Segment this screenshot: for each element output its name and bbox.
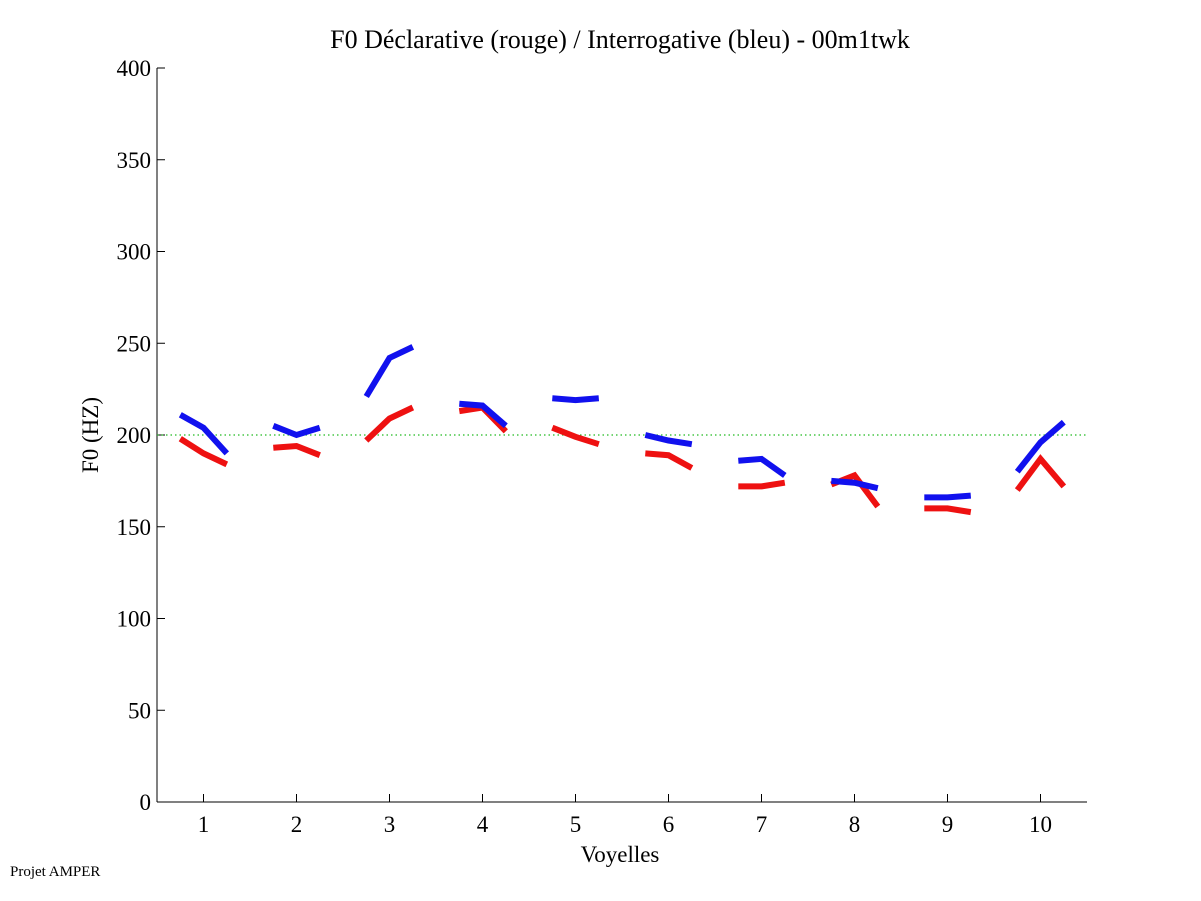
y-tick-label: 0 xyxy=(140,790,152,815)
declarative-segment-vowel-10 xyxy=(1014,454,1067,492)
x-tick-label: 4 xyxy=(477,812,489,837)
x-tick-label: 8 xyxy=(849,812,861,837)
x-tick-label: 3 xyxy=(384,812,396,837)
declarative-segment-vowel-1 xyxy=(178,436,229,468)
interrogative-segment-vowel-2 xyxy=(272,423,321,439)
interrogative-segment-vowel-7 xyxy=(738,455,787,478)
x-tick-label: 2 xyxy=(291,812,303,837)
declarative-segment-vowel-2 xyxy=(273,442,321,458)
x-tick-label: 7 xyxy=(756,812,768,837)
footer-credit: Projet AMPER xyxy=(10,864,101,880)
declarative-segment-vowel-6 xyxy=(645,450,694,471)
declarative-segment-vowel-5 xyxy=(551,424,600,448)
y-tick-label: 350 xyxy=(117,148,152,173)
interrogative-segment-vowel-5 xyxy=(552,395,600,404)
chart-title: F0 Déclarative (rouge) / Interrogative (… xyxy=(330,25,910,54)
y-tick-label: 150 xyxy=(117,515,152,540)
interrogative-segment-vowel-8 xyxy=(831,477,879,492)
x-axis-label: Voyelles xyxy=(581,842,660,867)
declarative-segment-vowel-3 xyxy=(364,404,415,443)
y-tick-label: 50 xyxy=(128,698,151,723)
interrogative-segment-vowel-3 xyxy=(363,344,415,399)
y-tick-label: 300 xyxy=(117,240,152,265)
interrogative-segment-vowel-9 xyxy=(924,492,972,501)
interrogative-segment-vowel-1 xyxy=(178,412,230,456)
declarative-segment-vowel-9 xyxy=(924,505,972,516)
interrogative-segment-vowel-10 xyxy=(1014,419,1066,474)
y-tick-label: 100 xyxy=(117,607,152,632)
interrogative-segment-vowel-4 xyxy=(459,400,508,429)
x-tick-label: 10 xyxy=(1029,812,1052,837)
y-tick-label: 250 xyxy=(117,331,152,356)
x-tick-label: 1 xyxy=(198,812,210,837)
x-tick-label: 5 xyxy=(570,812,582,837)
declarative-segment-vowel-7 xyxy=(738,479,786,490)
y-tick-label: 400 xyxy=(117,56,152,81)
plot-area: 0 50 100 150 200 250 300 350 400 1 2 3 4 5 6 7 8 9 10 xyxy=(117,56,1087,837)
x-tick-label: 6 xyxy=(663,812,675,837)
interrogative-segment-vowel-6 xyxy=(644,432,693,448)
y-tick-label: 200 xyxy=(117,423,152,448)
x-tick-label: 9 xyxy=(942,812,954,837)
y-axis-label: F0 (HZ) xyxy=(78,397,103,473)
